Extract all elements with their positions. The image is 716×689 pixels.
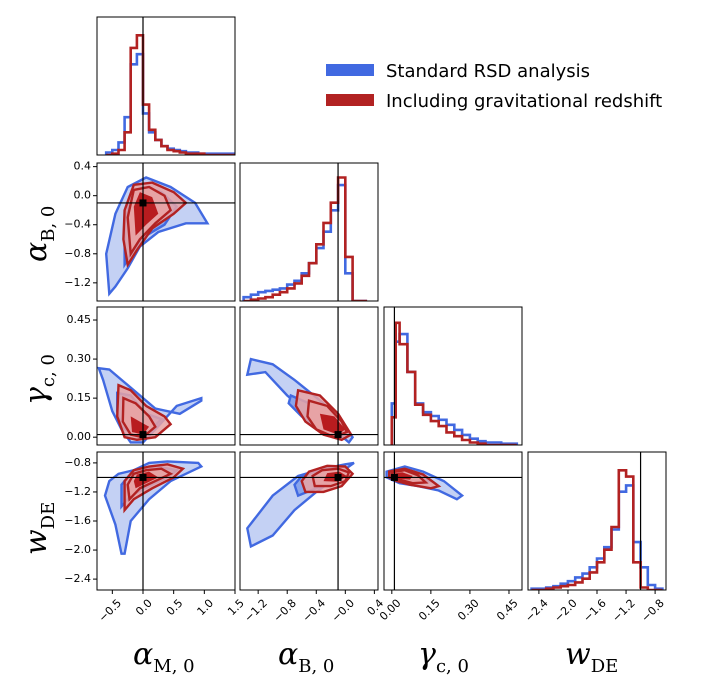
y-tick-label: −2.0 <box>64 543 91 556</box>
panel-frame <box>383 306 523 446</box>
panel-frame <box>239 451 379 591</box>
y-tick-label: −1.2 <box>64 276 91 289</box>
panel-frame <box>239 162 379 302</box>
y-tick-label: 0.00 <box>67 430 92 443</box>
panel-content-2-2 <box>390 307 519 445</box>
y-tick-label: −2.4 <box>64 572 91 585</box>
y-tick-label: 0.4 <box>74 160 92 173</box>
y-label-w-de: wDE <box>19 502 59 555</box>
x-tick-label: −0.0 <box>329 597 357 625</box>
panel-3-1: −1.2 −0.8 −0.4 −0.0 0.4 <box>239 451 386 625</box>
y-axis-labels: αB, 0 γc, 0 wDE <box>19 206 59 555</box>
x-tick-label: −0.5 <box>96 597 124 625</box>
hist-standard-1 <box>242 183 368 301</box>
hist-standard-3 <box>530 484 664 590</box>
panel-content-0-0 <box>104 17 235 155</box>
x-tick-label: 0.45 <box>494 597 521 624</box>
legend: Standard RSD analysis Including gravitat… <box>326 61 662 112</box>
x-tick-label: 0.15 <box>416 597 443 624</box>
panel-content-3-3 <box>530 452 664 590</box>
legend-label-redshift: Including gravitational redshift <box>386 91 662 112</box>
panel-content-1-1 <box>242 163 368 301</box>
x-tick-label: 0.5 <box>164 597 186 619</box>
panel-frame <box>239 306 379 446</box>
y-tick-label: −0.4 <box>64 218 91 231</box>
truth-marker <box>139 431 147 439</box>
panel-frame <box>383 451 523 591</box>
x-tick-label: 1.0 <box>195 597 217 619</box>
panel-1-1 <box>239 162 379 302</box>
panel-frame <box>96 16 236 156</box>
x-tick-label: 0.00 <box>377 597 404 624</box>
truth-marker <box>334 473 342 481</box>
panel-0-0 <box>96 16 236 156</box>
x-tick-label: −1.2 <box>242 597 270 625</box>
x-tick-label: −0.8 <box>271 597 299 625</box>
x-tick-label: −1.2 <box>610 597 638 625</box>
truth-marker <box>139 199 147 207</box>
x-label-gamma-c0: γc, 0 <box>418 637 469 677</box>
truth-marker <box>390 473 398 481</box>
hist-standard-2 <box>390 332 519 445</box>
y-tick-label: 0.0 <box>74 189 92 202</box>
y-label-gamma-c0: γc, 0 <box>19 354 59 405</box>
x-tick-label: −1.6 <box>581 597 609 625</box>
x-tick-label: −2.4 <box>523 597 551 625</box>
hist-redshift-1 <box>243 176 368 301</box>
x-tick-label: −0.8 <box>639 597 667 625</box>
legend-label-standard: Standard RSD analysis <box>386 61 590 82</box>
y-tick-label: −0.8 <box>64 456 91 469</box>
x-tick-label: 0.0 <box>133 597 155 619</box>
contour-redshift-core <box>319 413 346 435</box>
panel-content-3-0 <box>97 452 235 590</box>
panel-3-0: −0.8−1.2−1.6−2.0−2.4−0.5 0.0 0.5 1.0 1.5 <box>64 451 247 625</box>
panel-2-0: 0.45 0.30 0.15 0.00 <box>67 306 236 446</box>
panel-3-2: 0.00 0.15 0.30 0.45 <box>377 451 523 624</box>
y-tick-label: 0.30 <box>67 352 92 365</box>
x-tick-label: −2.0 <box>552 597 580 625</box>
x-tick-label: −0.4 <box>300 597 328 625</box>
legend-swatch-standard <box>326 64 374 76</box>
x-label-alpha-m0: αM, 0 <box>133 637 195 677</box>
legend-swatch-redshift <box>326 94 374 106</box>
y-tick-label: −0.8 <box>64 247 91 260</box>
x-tick-label: 0.30 <box>455 597 482 624</box>
panel-content-3-2 <box>384 452 522 590</box>
hist-redshift-0 <box>106 34 235 155</box>
hist-redshift-2 <box>390 321 517 445</box>
x-axis-labels: αM, 0 αB, 0 γc, 0 wDE <box>133 637 618 677</box>
panel-content-1-0 <box>97 163 235 301</box>
hist-redshift-3 <box>531 469 663 590</box>
panel-frame <box>96 306 236 446</box>
x-label-alpha-b0: αB, 0 <box>278 637 334 677</box>
panel-2-1 <box>239 306 379 446</box>
contour-redshift-core <box>130 416 150 435</box>
panel-content-2-1 <box>240 307 378 445</box>
panel-1-0: 0.4 0.0 −0.4 −0.8 −1.2 <box>64 160 236 302</box>
panel-2-2 <box>383 306 523 446</box>
x-label-w-de: wDE <box>565 637 618 677</box>
y-label-alpha-b0: αB, 0 <box>19 206 59 262</box>
y-tick-label: −1.2 <box>64 485 91 498</box>
y-tick-label: −1.6 <box>64 514 91 527</box>
truth-marker <box>334 431 342 439</box>
y-tick-label: 0.45 <box>67 313 92 326</box>
panel-content-3-1 <box>240 452 378 590</box>
y-tick-label: 0.15 <box>67 391 92 404</box>
panel-frame <box>96 162 236 302</box>
panel-content-2-0 <box>97 307 235 445</box>
panel-3-3: −2.4 −2.0 −1.6 −1.2 −0.8 <box>523 451 667 625</box>
truth-marker <box>139 473 147 481</box>
